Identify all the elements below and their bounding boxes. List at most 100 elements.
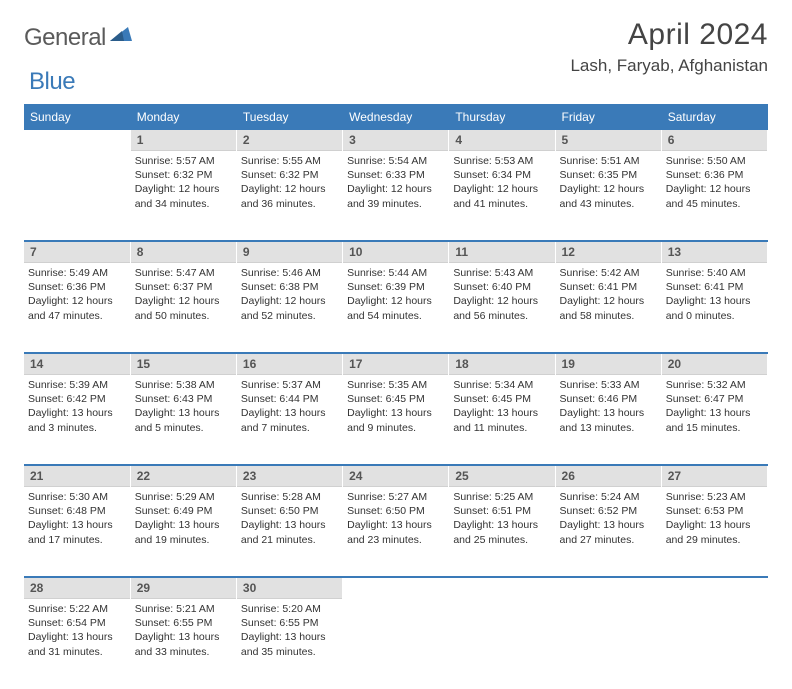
day-number-cell: 2 xyxy=(236,130,342,151)
day-cell: Sunrise: 5:30 AMSunset: 6:48 PMDaylight:… xyxy=(24,487,130,577)
day-cell: Sunrise: 5:34 AMSunset: 6:45 PMDaylight:… xyxy=(449,375,555,465)
day-number: 19 xyxy=(556,354,661,375)
day-number-cell: 17 xyxy=(343,354,449,375)
day-cell: Sunrise: 5:22 AMSunset: 6:54 PMDaylight:… xyxy=(24,599,130,689)
day-header: Monday xyxy=(130,104,236,130)
day-number: 3 xyxy=(343,130,448,151)
day-content: Sunrise: 5:40 AMSunset: 6:41 PMDaylight:… xyxy=(662,263,767,329)
day-number-cell: 24 xyxy=(343,466,449,487)
calendar-body: 123456Sunrise: 5:57 AMSunset: 6:32 PMDay… xyxy=(24,130,768,689)
day-cell: Sunrise: 5:44 AMSunset: 6:39 PMDaylight:… xyxy=(343,263,449,353)
day-content: Sunrise: 5:39 AMSunset: 6:42 PMDaylight:… xyxy=(24,375,130,441)
day-number-cell: 11 xyxy=(449,242,555,263)
day-cell: Sunrise: 5:28 AMSunset: 6:50 PMDaylight:… xyxy=(236,487,342,577)
day-number-cell: 5 xyxy=(555,130,661,151)
day-number: 8 xyxy=(131,242,236,263)
day-number: 2 xyxy=(237,130,342,151)
day-number-cell xyxy=(343,578,449,599)
day-content: Sunrise: 5:44 AMSunset: 6:39 PMDaylight:… xyxy=(343,263,448,329)
day-number: 30 xyxy=(237,578,342,599)
day-cell: Sunrise: 5:29 AMSunset: 6:49 PMDaylight:… xyxy=(130,487,236,577)
month-title: April 2024 xyxy=(570,18,768,52)
day-number-cell: 30 xyxy=(236,578,342,599)
day-number: 24 xyxy=(343,466,448,487)
day-content: Sunrise: 5:30 AMSunset: 6:48 PMDaylight:… xyxy=(24,487,130,553)
day-number: 16 xyxy=(237,354,342,375)
day-header: Tuesday xyxy=(236,104,342,130)
day-number-cell: 16 xyxy=(236,354,342,375)
day-number: 17 xyxy=(343,354,448,375)
day-number-cell: 26 xyxy=(555,466,661,487)
day-header: Thursday xyxy=(449,104,555,130)
day-number-cell: 22 xyxy=(130,466,236,487)
day-number: 4 xyxy=(449,130,554,151)
day-content: Sunrise: 5:55 AMSunset: 6:32 PMDaylight:… xyxy=(237,151,342,217)
day-cell: Sunrise: 5:23 AMSunset: 6:53 PMDaylight:… xyxy=(661,487,767,577)
day-number xyxy=(556,578,661,584)
day-cell: Sunrise: 5:51 AMSunset: 6:35 PMDaylight:… xyxy=(555,151,661,241)
day-cell xyxy=(449,599,555,689)
day-cell: Sunrise: 5:20 AMSunset: 6:55 PMDaylight:… xyxy=(236,599,342,689)
day-content: Sunrise: 5:37 AMSunset: 6:44 PMDaylight:… xyxy=(237,375,342,441)
day-cell: Sunrise: 5:42 AMSunset: 6:41 PMDaylight:… xyxy=(555,263,661,353)
day-number: 10 xyxy=(343,242,448,263)
day-number: 5 xyxy=(556,130,661,151)
day-cell: Sunrise: 5:35 AMSunset: 6:45 PMDaylight:… xyxy=(343,375,449,465)
day-content: Sunrise: 5:35 AMSunset: 6:45 PMDaylight:… xyxy=(343,375,448,441)
day-cell: Sunrise: 5:40 AMSunset: 6:41 PMDaylight:… xyxy=(661,263,767,353)
day-cell: Sunrise: 5:43 AMSunset: 6:40 PMDaylight:… xyxy=(449,263,555,353)
day-number: 12 xyxy=(556,242,661,263)
day-content: Sunrise: 5:28 AMSunset: 6:50 PMDaylight:… xyxy=(237,487,342,553)
day-content: Sunrise: 5:51 AMSunset: 6:35 PMDaylight:… xyxy=(556,151,661,217)
day-content: Sunrise: 5:21 AMSunset: 6:55 PMDaylight:… xyxy=(131,599,236,665)
day-cell: Sunrise: 5:57 AMSunset: 6:32 PMDaylight:… xyxy=(130,151,236,241)
day-number: 22 xyxy=(131,466,236,487)
day-number-cell: 9 xyxy=(236,242,342,263)
day-content: Sunrise: 5:25 AMSunset: 6:51 PMDaylight:… xyxy=(449,487,554,553)
day-number: 13 xyxy=(662,242,767,263)
day-cell: Sunrise: 5:54 AMSunset: 6:33 PMDaylight:… xyxy=(343,151,449,241)
day-content: Sunrise: 5:49 AMSunset: 6:36 PMDaylight:… xyxy=(24,263,130,329)
day-number-cell: 15 xyxy=(130,354,236,375)
day-number-cell xyxy=(555,578,661,599)
day-number: 21 xyxy=(24,466,130,487)
day-number: 1 xyxy=(131,130,236,151)
day-cell xyxy=(343,599,449,689)
location-text: Lash, Faryab, Afghanistan xyxy=(570,56,768,76)
day-cell: Sunrise: 5:55 AMSunset: 6:32 PMDaylight:… xyxy=(236,151,342,241)
day-header: Sunday xyxy=(24,104,130,130)
day-header: Saturday xyxy=(661,104,767,130)
day-number-cell: 12 xyxy=(555,242,661,263)
day-content: Sunrise: 5:46 AMSunset: 6:38 PMDaylight:… xyxy=(237,263,342,329)
day-cell xyxy=(24,151,130,241)
day-content: Sunrise: 5:34 AMSunset: 6:45 PMDaylight:… xyxy=(449,375,554,441)
day-number xyxy=(449,578,554,584)
day-number-cell xyxy=(661,578,767,599)
day-content: Sunrise: 5:27 AMSunset: 6:50 PMDaylight:… xyxy=(343,487,448,553)
day-number: 23 xyxy=(237,466,342,487)
day-number xyxy=(662,578,767,584)
day-number-cell: 6 xyxy=(661,130,767,151)
day-header: Friday xyxy=(555,104,661,130)
day-number-cell: 28 xyxy=(24,578,130,599)
day-number-cell: 14 xyxy=(24,354,130,375)
day-cell: Sunrise: 5:50 AMSunset: 6:36 PMDaylight:… xyxy=(661,151,767,241)
day-cell: Sunrise: 5:25 AMSunset: 6:51 PMDaylight:… xyxy=(449,487,555,577)
day-number-cell xyxy=(449,578,555,599)
logo-triangle-icon xyxy=(110,25,132,48)
day-content: Sunrise: 5:53 AMSunset: 6:34 PMDaylight:… xyxy=(449,151,554,217)
day-number: 18 xyxy=(449,354,554,375)
day-number-cell: 18 xyxy=(449,354,555,375)
day-cell: Sunrise: 5:39 AMSunset: 6:42 PMDaylight:… xyxy=(24,375,130,465)
day-number-cell: 3 xyxy=(343,130,449,151)
day-number-cell: 27 xyxy=(661,466,767,487)
day-cell: Sunrise: 5:33 AMSunset: 6:46 PMDaylight:… xyxy=(555,375,661,465)
day-number-cell: 19 xyxy=(555,354,661,375)
day-cell xyxy=(661,599,767,689)
day-content: Sunrise: 5:23 AMSunset: 6:53 PMDaylight:… xyxy=(662,487,767,553)
day-content: Sunrise: 5:50 AMSunset: 6:36 PMDaylight:… xyxy=(662,151,767,217)
day-number: 26 xyxy=(556,466,661,487)
day-number: 28 xyxy=(24,578,130,599)
day-cell: Sunrise: 5:49 AMSunset: 6:36 PMDaylight:… xyxy=(24,263,130,353)
day-number-cell: 1 xyxy=(130,130,236,151)
